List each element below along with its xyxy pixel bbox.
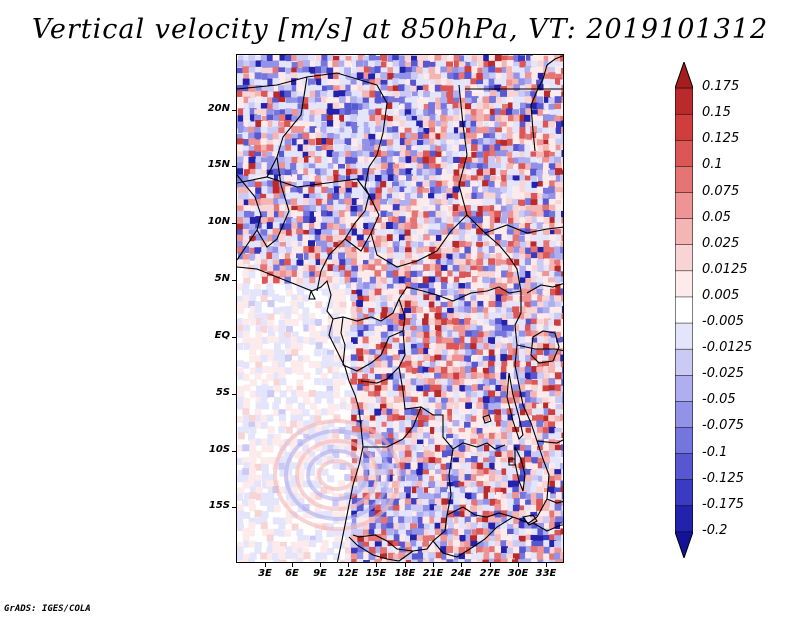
colorbar-segment bbox=[675, 87, 693, 115]
lon-tick-label: 18E bbox=[394, 568, 416, 579]
lat-tick-mark bbox=[232, 337, 236, 338]
colorbar-segment bbox=[675, 244, 693, 272]
colorbar-segment bbox=[675, 348, 693, 376]
colorbar-label: -0.1 bbox=[702, 444, 728, 460]
lon-tick-label: 21E bbox=[422, 568, 444, 579]
lat-tick-mark bbox=[232, 166, 236, 167]
colorbar-segment bbox=[675, 166, 693, 194]
lon-tick-label: 24E bbox=[450, 568, 472, 579]
lon-tick-label: 27E bbox=[479, 568, 501, 579]
map-plot-area bbox=[236, 54, 564, 563]
lat-tick-label: EQ bbox=[214, 330, 230, 341]
lat-tick-label: 5N bbox=[214, 273, 230, 284]
colorbar-label: -0.075 bbox=[702, 418, 744, 434]
colorbar-segment bbox=[675, 322, 693, 350]
colorbar-segment bbox=[675, 140, 693, 167]
vertical-velocity-field bbox=[237, 55, 563, 562]
colorbar-segment bbox=[675, 270, 693, 298]
colorbar-label: 0.005 bbox=[702, 287, 740, 303]
lon-tick-mark bbox=[518, 563, 519, 567]
lat-tick-mark bbox=[232, 110, 236, 111]
colorbar-segment bbox=[675, 401, 693, 429]
country-boundaries bbox=[237, 55, 563, 562]
lat-tick-label: 15S bbox=[208, 500, 230, 511]
colorbar-label: 0.075 bbox=[702, 183, 740, 199]
colorbar-label: 0.025 bbox=[702, 235, 740, 251]
colorbar bbox=[675, 62, 693, 558]
colorbar-segment bbox=[675, 296, 693, 324]
colorbar-label: 0.0125 bbox=[702, 261, 748, 277]
map-title: Vertical velocity [m/s] at 850hPa, VT: 2… bbox=[31, 14, 769, 45]
colorbar-label: -0.05 bbox=[702, 392, 736, 408]
colorbar-segment bbox=[675, 479, 693, 507]
colorbar-segment bbox=[675, 453, 693, 481]
colorbar-segment bbox=[675, 113, 693, 141]
lat-tick-label: 20N bbox=[207, 103, 230, 114]
colorbar-label: -0.175 bbox=[702, 496, 744, 512]
colorbar-label: -0.0125 bbox=[702, 340, 753, 356]
lat-tick-label: 15N bbox=[207, 159, 230, 170]
colorbar-segment bbox=[675, 192, 693, 220]
colorbar-segment bbox=[675, 62, 693, 89]
lat-tick-mark bbox=[232, 507, 236, 508]
lon-tick-label: 3E bbox=[258, 568, 272, 579]
lon-tick-label: 15E bbox=[365, 568, 387, 579]
lat-tick-label: 5S bbox=[215, 387, 230, 398]
lon-tick-mark bbox=[546, 563, 547, 567]
lat-tick-mark bbox=[232, 223, 236, 224]
grads-credit: GrADS: IGES/COLA bbox=[4, 604, 91, 614]
lat-tick-label: 10N bbox=[207, 216, 230, 227]
lon-tick-mark bbox=[461, 563, 462, 567]
lat-tick-mark bbox=[232, 451, 236, 452]
colorbar-label: 0.125 bbox=[702, 131, 740, 147]
colorbar-label: -0.025 bbox=[702, 366, 744, 382]
colorbar-label: -0.125 bbox=[702, 470, 744, 486]
lon-tick-mark bbox=[433, 563, 434, 567]
lon-tick-mark bbox=[405, 563, 406, 567]
colorbar-label: -0.005 bbox=[702, 314, 744, 330]
lon-tick-mark bbox=[348, 563, 349, 567]
lon-tick-mark bbox=[265, 563, 266, 567]
colorbar-label: 0.1 bbox=[702, 157, 723, 173]
lon-tick-mark bbox=[320, 563, 321, 567]
colorbar-label: -0.2 bbox=[702, 522, 728, 538]
lon-tick-label: 12E bbox=[337, 568, 359, 579]
lon-tick-label: 9E bbox=[313, 568, 327, 579]
lon-tick-label: 30E bbox=[507, 568, 529, 579]
colorbar-label: 0.175 bbox=[702, 79, 740, 95]
lat-tick-mark bbox=[232, 280, 236, 281]
lon-tick-label: 6E bbox=[285, 568, 299, 579]
colorbar-label: 0.15 bbox=[702, 105, 731, 121]
lon-tick-mark bbox=[376, 563, 377, 567]
lat-tick-mark bbox=[232, 394, 236, 395]
lon-tick-mark bbox=[490, 563, 491, 567]
colorbar-label: 0.05 bbox=[702, 209, 731, 225]
colorbar-segment bbox=[675, 375, 693, 402]
lon-tick-label: 33E bbox=[535, 568, 557, 579]
colorbar-segment bbox=[675, 531, 693, 558]
lat-tick-label: 10S bbox=[208, 444, 230, 455]
colorbar-segment bbox=[675, 505, 693, 533]
lon-tick-mark bbox=[292, 563, 293, 567]
colorbar-segment bbox=[675, 218, 693, 246]
colorbar-segment bbox=[675, 427, 693, 455]
